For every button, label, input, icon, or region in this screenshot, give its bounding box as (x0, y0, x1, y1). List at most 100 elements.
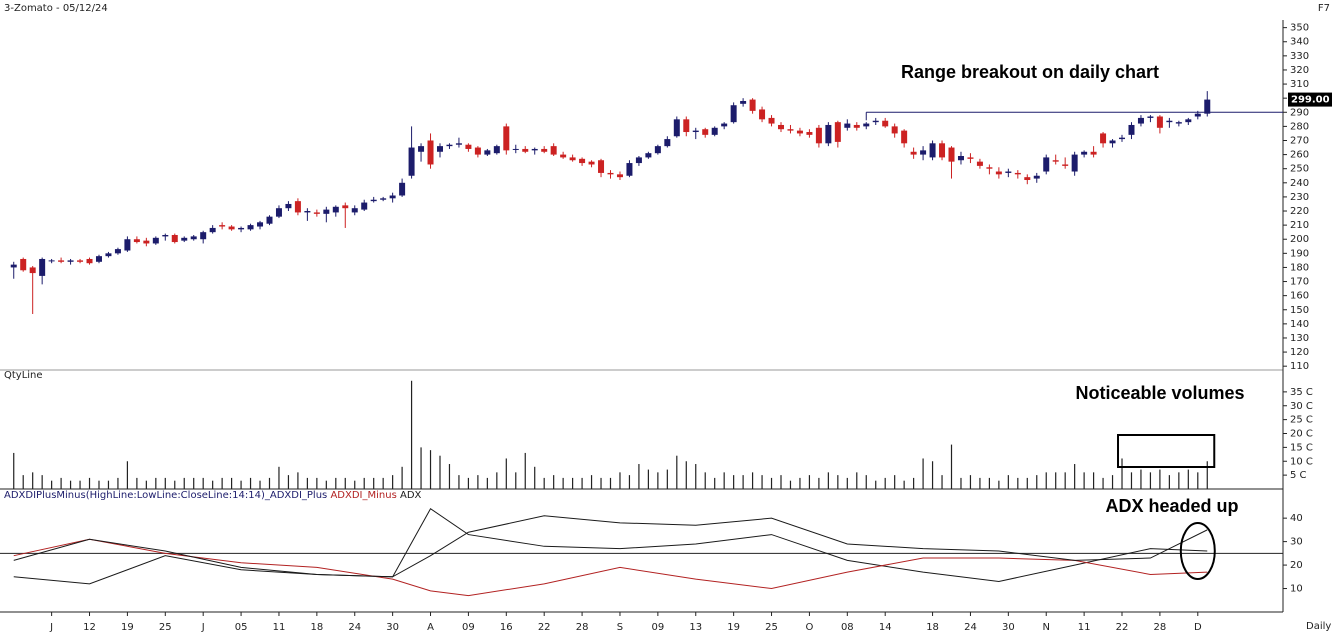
candle-body (152, 237, 159, 244)
volume-bar (941, 475, 943, 489)
indicator-line (13, 508, 1208, 585)
candle-body (1062, 164, 1069, 166)
y-tick-label: 350 (1290, 23, 1309, 34)
volume-bar (638, 464, 640, 489)
volume-bar (392, 475, 394, 489)
period: Daily (1306, 621, 1331, 632)
volume-bar (202, 477, 204, 489)
candle-body (635, 157, 642, 164)
volume-bar (666, 469, 668, 489)
candle-body (721, 123, 728, 127)
candle-body (664, 139, 671, 147)
volume-bar (382, 477, 384, 489)
candle-body (20, 258, 27, 271)
volume-bar (685, 461, 687, 489)
volume-bar (827, 472, 829, 489)
volume-bar (751, 472, 754, 489)
candle-body (1119, 137, 1126, 140)
candle-body (920, 150, 927, 155)
volume-bar (837, 475, 839, 489)
candle-body (891, 126, 898, 134)
candle-body (1175, 122, 1182, 124)
volume-bar (628, 475, 631, 489)
y-tick-label: 190 (1290, 248, 1309, 259)
candle-body (171, 234, 178, 243)
candle-body (588, 161, 595, 165)
volume-bar (856, 472, 858, 489)
highlight-ellipse (1179, 522, 1216, 580)
volume-bar (590, 475, 593, 489)
candle-body (105, 253, 112, 257)
volume-bar (875, 480, 877, 489)
volume-bar (1178, 472, 1180, 489)
legend-entry: ADXDI_Minus (330, 490, 396, 501)
candle-body (380, 198, 387, 200)
candle-body (1033, 175, 1040, 179)
volume-bar (988, 477, 990, 489)
volume-bar (439, 455, 441, 489)
volume-bar (1074, 464, 1076, 489)
volume-bar (212, 480, 214, 489)
x-tick-label: A (427, 622, 434, 633)
candle-body (10, 264, 17, 268)
volume-bar (117, 477, 119, 489)
candle-body (58, 260, 65, 262)
candle-body (275, 208, 282, 217)
x-tick-label: 12 (83, 622, 96, 633)
x-tick-label: 11 (1078, 622, 1091, 633)
x-tick-label: N (1042, 622, 1049, 633)
volume-bar (240, 480, 242, 489)
candle-body (474, 147, 481, 155)
panel-title: QtyLine (4, 370, 43, 381)
candle-body (939, 143, 946, 158)
candle-body (522, 148, 529, 152)
x-tick-label: 25 (765, 622, 778, 633)
volume-bar (1159, 469, 1161, 489)
candle-body (95, 256, 102, 262)
candle-body (806, 132, 813, 135)
volume-bar (1007, 475, 1009, 489)
x-tick-label: 19 (727, 622, 740, 633)
y-tick-label: 30 C (1290, 401, 1313, 412)
volume-bar (534, 466, 536, 489)
x-tick-label: 09 (651, 622, 664, 633)
candle-body (455, 143, 462, 145)
candle-body (266, 216, 273, 224)
candle-body (1147, 116, 1154, 118)
legend-entry: ADXDI_Plus (270, 490, 327, 501)
annotation: Range breakout on daily chart (901, 62, 1159, 82)
volume-bar (335, 477, 337, 489)
volume-bar (363, 477, 365, 489)
candle-body (484, 150, 491, 155)
candle-body (503, 126, 510, 151)
candle-body (607, 172, 614, 175)
x-tick-label: 30 (386, 622, 399, 633)
candle-body (1156, 116, 1163, 128)
candle-body (181, 237, 188, 241)
candle-body (541, 148, 548, 152)
volume-bar (808, 475, 811, 489)
candle-body (1071, 154, 1078, 172)
candle-body (1052, 160, 1059, 162)
candle-body (815, 127, 822, 144)
volume-bar (344, 477, 346, 489)
candle-body (1005, 171, 1012, 173)
volume-bar (922, 458, 924, 489)
candle-body (1204, 99, 1211, 114)
x-tick-label: 25 (159, 622, 172, 633)
candle-body (29, 267, 36, 274)
volume-bar (88, 477, 91, 489)
candle-body (285, 203, 292, 209)
candle-body (493, 146, 500, 154)
volume-bar (1026, 477, 1028, 489)
candle-body (143, 240, 150, 244)
candle-body (1081, 151, 1088, 155)
x-tick-label: 05 (235, 622, 248, 633)
x-tick-label: 18 (926, 622, 939, 633)
indicator-line (13, 538, 1208, 597)
volume-bar (306, 477, 308, 489)
volume-bar (1197, 472, 1199, 489)
volume-bar (1130, 472, 1133, 489)
candle-body (882, 120, 889, 127)
x-tick-label: 14 (879, 622, 892, 633)
